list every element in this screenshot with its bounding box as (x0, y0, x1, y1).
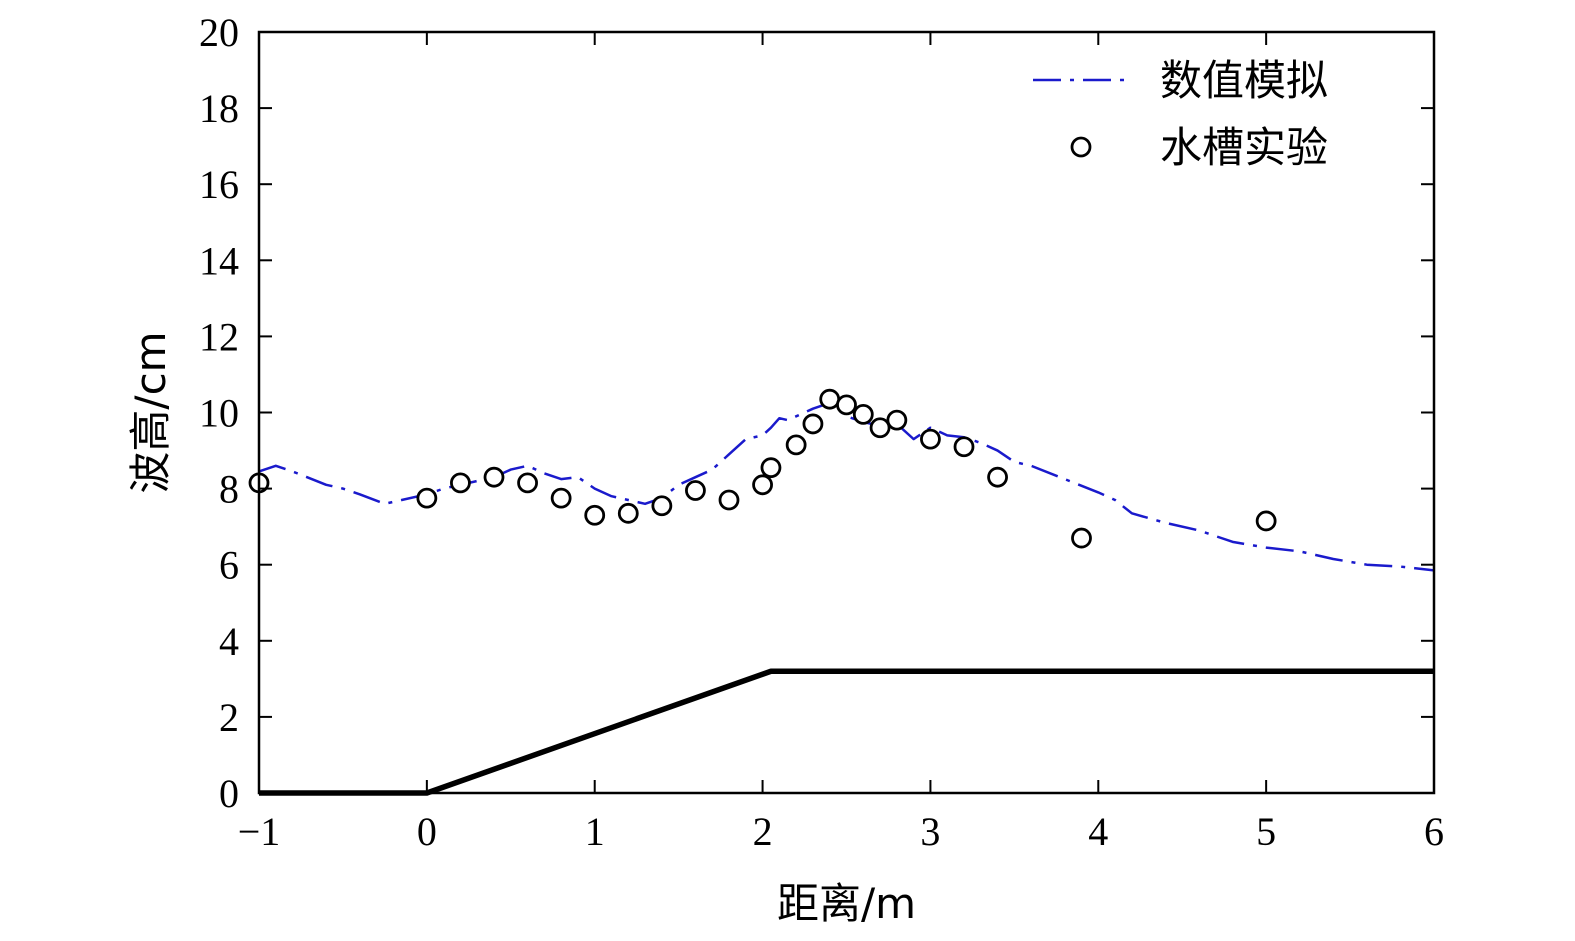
x-tick-label: 5 (1256, 809, 1276, 854)
experiment-point (1255, 510, 1277, 532)
y-tick-label: 0 (219, 771, 239, 816)
y-tick-label: 16 (199, 162, 239, 207)
series-layer (248, 388, 1435, 572)
x-tick-label: 6 (1424, 809, 1444, 854)
experiment-point (718, 489, 740, 511)
x-tick-label: −1 (238, 809, 281, 854)
experiment-point (886, 409, 908, 431)
y-tick-label: 20 (199, 10, 239, 55)
y-axis-title: 波高/cm (126, 331, 175, 493)
experiment-point (1071, 527, 1092, 549)
y-tick-label: 18 (199, 86, 239, 131)
experiment-point (987, 466, 1008, 488)
y-tick-label: 8 (219, 467, 239, 512)
experiment-point (802, 413, 824, 435)
bathymetry-layer (259, 668, 1434, 796)
y-tick-label: 6 (219, 543, 239, 588)
experiment-point (685, 480, 706, 501)
experiment-point (584, 504, 606, 526)
x-tick-label: 2 (753, 809, 773, 854)
y-tick-label: 2 (219, 695, 239, 740)
y-tick-label: 12 (199, 314, 239, 359)
experiment-point (651, 495, 673, 517)
y-tick-label: 4 (219, 619, 239, 664)
bathymetry-line (259, 668, 1434, 796)
x-axis-title: 距离/m (777, 879, 916, 928)
legend-swatch-series-1 (1070, 136, 1092, 158)
legend: 数值模拟 水槽实验 (1033, 56, 1328, 172)
x-tick-label: 1 (585, 809, 605, 854)
experiment-point (836, 394, 857, 416)
experiment-point (416, 487, 438, 509)
x-tick-label: 3 (920, 809, 940, 854)
experiment-point (920, 428, 941, 450)
legend-label-series-0: 数值模拟 (1160, 56, 1328, 105)
experiment-point (760, 457, 782, 479)
y-tick-label: 10 (199, 391, 239, 436)
experiment-point (550, 487, 572, 509)
series-line-numerical (258, 401, 1435, 572)
y-tick-label: 14 (199, 238, 239, 283)
experiment-point (852, 404, 874, 425)
x-tick-label: 0 (417, 809, 437, 854)
experiment-point (752, 474, 773, 496)
experiment-point (785, 434, 807, 456)
experiment-point (517, 472, 538, 494)
legend-label-series-1: 水槽实验 (1160, 123, 1328, 172)
experiment-point (953, 436, 975, 458)
x-tick-label: 4 (1088, 809, 1108, 854)
experiment-point (869, 417, 891, 439)
experiment-point (483, 466, 505, 488)
experiment-point (819, 388, 841, 410)
experiment-point (617, 502, 639, 524)
experiment-point (450, 472, 471, 494)
